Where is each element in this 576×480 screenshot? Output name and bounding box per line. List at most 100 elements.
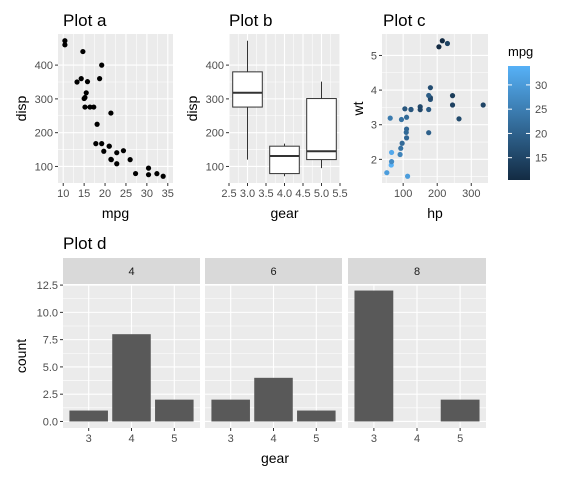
legend-tick-label: 20 (535, 128, 547, 140)
plot-d-bar (211, 399, 250, 422)
plot-a-point (108, 156, 114, 162)
plot-d-xlabel: gear (261, 450, 289, 466)
plot-a-point (114, 161, 120, 167)
plot-a-point (160, 173, 166, 179)
y-tick-label: 100 (35, 161, 53, 173)
plot-c-point (449, 102, 456, 108)
plot-c-point (417, 107, 423, 113)
plot-c-xlabel: hp (427, 205, 443, 221)
x-tick-label: 5 (171, 433, 177, 445)
plot-a-point (84, 79, 91, 85)
x-tick-label: 4 (270, 433, 276, 445)
legend-colorbar (508, 66, 530, 180)
plot-c-point (427, 85, 434, 91)
y-tick-label: 100 (206, 161, 224, 173)
y-tick-label: 2 (371, 154, 377, 166)
x-tick-label: 200 (428, 188, 446, 200)
x-tick-label: 3 (228, 433, 234, 445)
plot-d-bar (112, 334, 151, 422)
plot-c-point (387, 115, 393, 121)
y-tick-label: 300 (35, 94, 53, 106)
plot-a-point (120, 148, 127, 154)
x-tick-label: 300 (462, 188, 480, 200)
plot-c-point (384, 170, 390, 176)
plot-a-point (78, 76, 84, 82)
y-tick-label: 4 (371, 85, 377, 97)
y-tick-label: 2.5 (43, 389, 58, 401)
plot-a-point (127, 157, 133, 163)
plot-c-point (403, 129, 409, 135)
legend-tick-label: 15 (535, 153, 547, 165)
y-tick-label: 0.0 (43, 416, 58, 428)
plot-c-point (408, 106, 414, 113)
y-tick-label: 12.5 (37, 280, 58, 292)
plot-c-point (402, 106, 408, 112)
x-tick-label: 5.5 (332, 188, 347, 200)
plot-a-point (91, 104, 97, 110)
x-tick-label: 2.5 (221, 188, 236, 200)
plot-d-bar (254, 377, 293, 422)
plot-d-bar (354, 290, 394, 422)
plot-c-legend: mpg 15 20 25 30 (508, 44, 547, 180)
plot-d-title: Plot d (63, 234, 106, 253)
y-tick-label: 5 (371, 50, 377, 62)
facet-strip (205, 258, 342, 284)
plot-a-point (101, 148, 107, 154)
x-tick-label: 3.5 (258, 188, 273, 200)
plot-a-point (87, 104, 93, 110)
y-tick-label: 400 (206, 60, 224, 72)
plot-c-ylabel: wt (350, 101, 366, 116)
facet-strip (348, 258, 486, 284)
plot-a-point (81, 95, 87, 102)
plot-c-point (388, 159, 395, 165)
plot-a-point (99, 141, 105, 147)
plot-a-point (62, 42, 68, 48)
plot-c-point (444, 40, 451, 47)
plot-d-bar (69, 410, 108, 422)
plot-a-point (94, 121, 100, 127)
x-tick-label: 5.0 (314, 188, 329, 200)
plot-c-point (398, 145, 404, 151)
plot-d-facet-8: 8 3 4 5 (348, 258, 486, 445)
plot-b-box (306, 98, 337, 161)
plot-d-facet-4: 4 3 4 5 (63, 258, 200, 445)
x-tick-label: 3 (371, 433, 377, 445)
plot-a-point (80, 48, 86, 55)
plot-d-bar (440, 399, 480, 422)
plot-c-point (403, 135, 410, 141)
plot-a-point (74, 79, 80, 85)
plot-b-title: Plot b (229, 11, 272, 30)
x-tick-label: 20 (99, 188, 111, 200)
plot-a-ylabel: disp (13, 95, 29, 121)
plot-c-point (403, 114, 410, 120)
plot-c-point (426, 130, 432, 136)
plot-a-point (108, 110, 114, 116)
x-tick-label: 25 (120, 188, 132, 200)
plot-a-point (97, 76, 103, 82)
facet-strip-label: 4 (128, 266, 134, 278)
plot-d: 4 3 4 5 6 3 4 5 8 3 4 5 0.0 2.5 5.0 7.5 10.0 12.5 Plot d ge… (13, 234, 486, 466)
x-tick-label: 15 (78, 188, 90, 200)
plot-a-point (99, 62, 105, 68)
facet-strip (63, 258, 200, 284)
x-tick-label: 100 (394, 188, 412, 200)
plot-c-point (404, 173, 411, 179)
plot-d-bar (155, 399, 194, 422)
plot-c-point (449, 93, 456, 99)
x-tick-label: 10 (57, 188, 69, 200)
legend-tick-label: 30 (535, 80, 547, 92)
x-tick-label: 3 (86, 433, 92, 445)
x-tick-label: 5 (457, 433, 463, 445)
plot-a-point (106, 143, 112, 149)
plot-a-point (154, 171, 160, 177)
plot-d-facet-6: 6 3 4 5 (205, 258, 342, 445)
plot-a: 10 15 20 25 30 35 100 200 300 400 Plot a mpg disp (13, 11, 174, 221)
plot-c-point (388, 149, 395, 156)
y-tick-label: 10.0 (37, 307, 58, 319)
y-tick-label: 400 (35, 60, 53, 72)
facet-strip-label: 8 (414, 266, 420, 278)
x-tick-label: 3.0 (240, 188, 255, 200)
y-tick-label: 3 (371, 120, 377, 132)
plot-d-ylabel: count (13, 339, 29, 373)
